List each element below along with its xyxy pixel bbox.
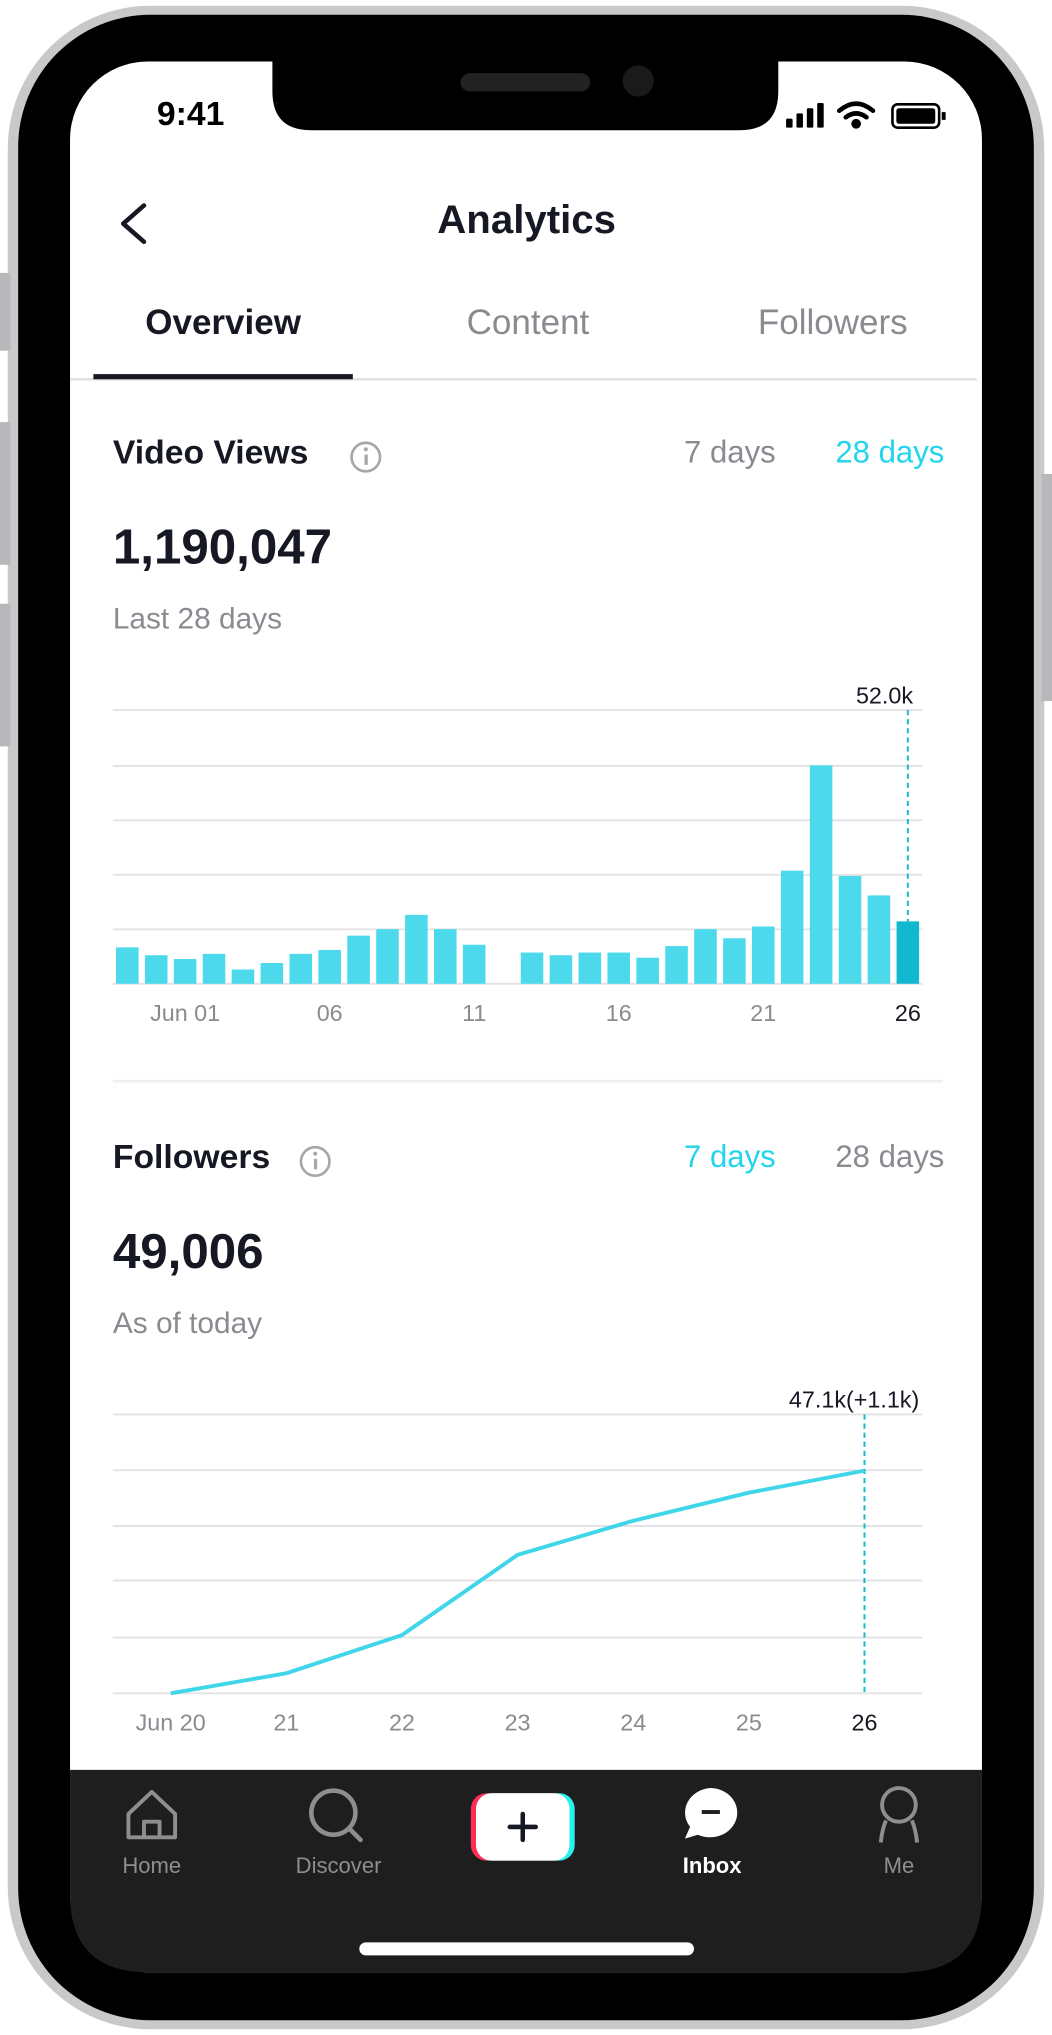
bar: [723, 938, 746, 984]
bar: [318, 949, 341, 984]
discover-icon[interactable]: [309, 1788, 363, 1843]
bar: [549, 955, 573, 984]
battery-icon: [891, 102, 941, 129]
bar: [896, 921, 920, 984]
bar: [867, 895, 891, 984]
bar: [462, 944, 486, 984]
bar: [347, 935, 370, 984]
range-option[interactable]: 28 days: [835, 1139, 944, 1174]
focus-label: 47.1k(+1.1k): [789, 1387, 919, 1413]
x-tick-label: 06: [317, 1000, 343, 1026]
side-button: [0, 422, 11, 565]
x-tick-label: 21: [273, 1710, 299, 1736]
focus-label: 52.0k: [856, 682, 913, 708]
tab-indicator: [93, 374, 353, 380]
side-button: [1041, 473, 1052, 701]
status-time: 9:41: [157, 95, 225, 133]
bar: [434, 929, 457, 984]
line-chart: Jun 20 21 22 23 24 25 26 47.1k(+1.1k): [136, 1387, 920, 1736]
bar: [173, 959, 197, 984]
range-option[interactable]: 7 days: [684, 1139, 776, 1174]
me-icon[interactable]: [878, 1786, 920, 1843]
bar: [520, 952, 544, 984]
signal-icon: [786, 102, 824, 128]
x-tick-label: 16: [606, 1000, 632, 1026]
x-tick-label: 26: [851, 1710, 877, 1736]
nav-label[interactable]: Inbox: [683, 1853, 743, 1878]
followers-line: [170, 1468, 865, 1696]
x-tick-label: 24: [620, 1710, 646, 1736]
tab[interactable]: Followers: [758, 303, 908, 342]
bar: [260, 963, 284, 984]
bar: [780, 870, 804, 984]
screen-title: Analytics: [437, 197, 616, 242]
line-grid: [112, 1413, 923, 1695]
bar: [231, 969, 255, 984]
info-icon[interactable]: [350, 441, 382, 473]
bar: [289, 953, 313, 984]
screen: [70, 61, 982, 1973]
side-button: [0, 272, 11, 351]
battery-level: [896, 108, 936, 124]
bar: [809, 765, 833, 984]
inbox-icon[interactable]: [684, 1788, 738, 1839]
home-indicator: [359, 1942, 694, 1956]
wifi-icon: [836, 101, 876, 129]
bar: [838, 875, 862, 984]
bar: [144, 955, 168, 984]
x-tick-label: 25: [736, 1710, 762, 1736]
bar: [607, 952, 631, 984]
caption: As of today: [113, 1307, 262, 1340]
bar: [376, 929, 399, 984]
nav-label[interactable]: Home: [122, 1853, 181, 1878]
back-button[interactable]: [120, 203, 147, 245]
range-option[interactable]: 7 days: [684, 435, 776, 470]
bar: [752, 926, 775, 984]
bottom-nav: [70, 1769, 982, 1973]
bar: [694, 929, 717, 984]
bar: [636, 957, 659, 984]
notch: [272, 61, 779, 131]
x-tick-label: 11: [462, 1000, 486, 1026]
x-tick-label: 26: [895, 1000, 921, 1026]
speaker: [460, 73, 591, 92]
tab[interactable]: Overview: [145, 303, 301, 342]
x-tick-label: Jun 20: [136, 1710, 206, 1736]
bar: [578, 952, 602, 984]
section-title: Video Views: [113, 433, 309, 471]
create-button[interactable]: [470, 1793, 575, 1861]
info-icon[interactable]: [299, 1145, 331, 1178]
bar: [665, 946, 688, 984]
nav-label[interactable]: Discover: [296, 1853, 382, 1878]
total-value: 49,006: [113, 1224, 264, 1279]
bar-chart: Jun 01 06 11 16 21 26 52.0k: [116, 682, 921, 1026]
tab[interactable]: Content: [467, 303, 590, 342]
x-tick-label: 22: [389, 1710, 415, 1736]
total-value: 1,190,047: [113, 520, 332, 575]
x-tick-label: 23: [505, 1710, 531, 1736]
x-tick-label: 21: [750, 1000, 776, 1026]
camera: [622, 65, 654, 97]
bar: [116, 947, 139, 984]
nav-label[interactable]: Me: [884, 1853, 915, 1878]
bar: [202, 953, 226, 984]
range-option[interactable]: 28 days: [835, 435, 944, 470]
bar: [405, 914, 428, 984]
caption: Last 28 days: [113, 602, 282, 635]
section-title: Followers: [113, 1138, 270, 1176]
home-icon[interactable]: [126, 1789, 178, 1840]
side-button: [0, 603, 11, 747]
battery-tip: [941, 112, 946, 120]
x-tick-label: Jun 01: [150, 1000, 220, 1026]
